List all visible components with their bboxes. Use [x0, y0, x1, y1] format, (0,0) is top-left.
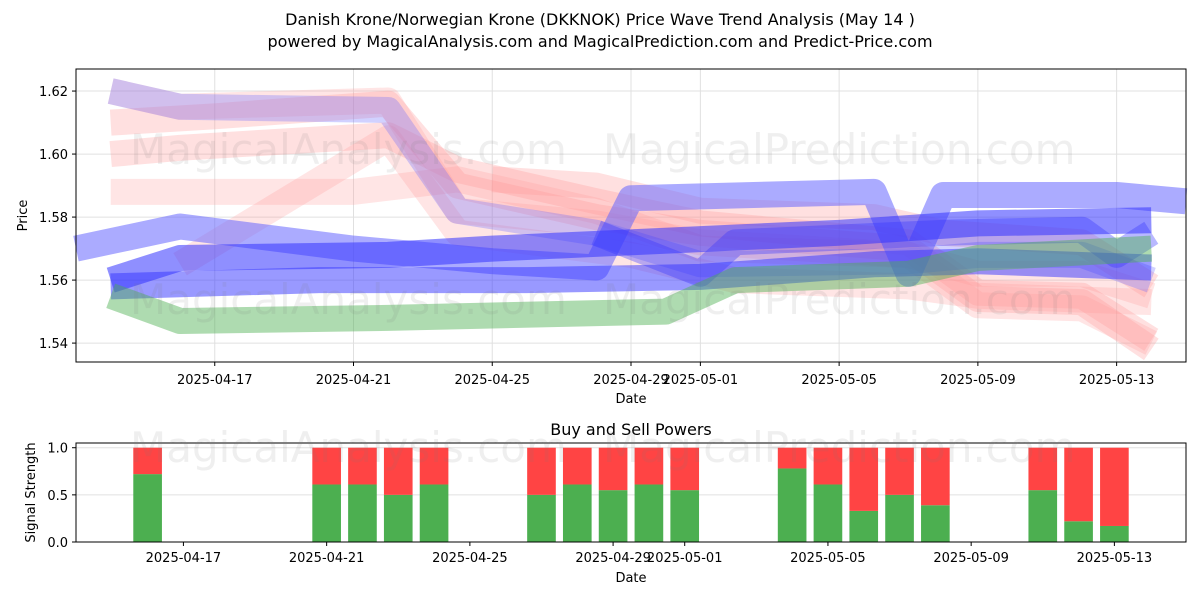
price-y-tick-label: 1.56 — [39, 274, 68, 289]
sell-bar — [634, 447, 664, 485]
price-x-tick-label: 2025-05-09 — [940, 373, 1016, 388]
sell-bar — [133, 447, 162, 475]
signal-x-axis-label: Date — [615, 571, 646, 586]
sell-bar — [885, 447, 914, 495]
price-wave-band-12 — [106, 235, 1153, 334]
buy-bar — [527, 494, 556, 542]
price-wave-band-10 — [110, 248, 1152, 300]
price-y-axis-label: Price — [16, 200, 31, 232]
buy-bar — [813, 484, 843, 542]
price-y-tick-label: 1.58 — [39, 211, 68, 226]
price-x-tick-label: 2025-04-21 — [316, 373, 392, 388]
buy-bar — [885, 494, 914, 542]
signal-x-tick-label: 2025-05-05 — [790, 551, 866, 566]
sell-bar — [598, 447, 628, 491]
watermark-analysis-mid: MagicalAnalysis.com — [130, 275, 567, 324]
sell-bar — [312, 447, 341, 485]
signal-y-tick-label: 0.0 — [47, 536, 68, 551]
buy-bar — [598, 490, 628, 542]
signal-x-tick-label: 2025-05-09 — [933, 551, 1009, 566]
watermark-analysis-top: MagicalAnalysis.com — [130, 125, 567, 174]
chart-subtitle: powered by MagicalAnalysis.com and Magic… — [267, 32, 933, 51]
price-y-tick-label: 1.54 — [39, 337, 68, 352]
sell-bar — [419, 447, 449, 485]
sell-bar — [348, 447, 377, 485]
price-x-tick-label: 2025-04-29 — [593, 373, 669, 388]
buy-bar — [1100, 525, 1129, 542]
price-y-tick-label: 1.62 — [39, 85, 68, 100]
signal-x-tick-label: 2025-04-25 — [432, 551, 508, 566]
price-x-tick-label: 2025-04-17 — [177, 373, 253, 388]
buy-bar — [849, 510, 879, 542]
buy-bar — [921, 505, 950, 542]
price-wave-band-9 — [106, 207, 1152, 293]
signal-y-tick-label: 0.5 — [47, 489, 68, 504]
buy-bar — [419, 484, 449, 542]
sell-bar — [1028, 447, 1058, 491]
buy-bar — [634, 484, 664, 542]
buy-bar — [562, 484, 592, 542]
buy-bar — [133, 474, 162, 542]
buy-bar — [383, 494, 413, 542]
signal-chart-title: Buy and Sell Powers — [550, 420, 712, 439]
signal-x-tick-label: 2025-04-17 — [146, 551, 222, 566]
buy-bar — [312, 484, 341, 542]
sell-bar — [777, 447, 807, 469]
signal-x-tick-label: 2025-04-21 — [289, 551, 365, 566]
signal-plot-area — [76, 443, 1186, 542]
signal-y-axis-label: Signal Strength — [24, 442, 39, 542]
buy-bar — [1064, 521, 1093, 542]
signal-x-tick-label: 2025-05-13 — [1077, 551, 1153, 566]
buy-bar — [1028, 490, 1058, 542]
watermark-prediction-mid: MagicalPrediction.com — [603, 275, 1076, 324]
sell-bar — [921, 447, 950, 506]
sell-bar — [1100, 447, 1129, 526]
watermark-prediction-top: MagicalPrediction.com — [603, 125, 1076, 174]
price-x-tick-label: 2025-05-01 — [663, 373, 739, 388]
signal-plot-frame — [75, 442, 1187, 543]
sell-bar — [527, 447, 556, 495]
sell-bar — [670, 447, 700, 491]
price-y-tick-label: 1.60 — [39, 148, 68, 163]
sell-bar — [562, 447, 592, 485]
price-x-tick-label: 2025-05-13 — [1079, 373, 1155, 388]
price-x-tick-label: 2025-04-25 — [454, 373, 530, 388]
buy-bar — [777, 468, 807, 542]
buy-bar — [670, 490, 700, 542]
price-wave-band-2 — [109, 90, 1159, 361]
sell-bar — [1064, 447, 1093, 522]
price-x-axis-label: Date — [615, 392, 646, 407]
watermark-prediction-bottom: MagicalPrediction.com — [603, 423, 1076, 472]
signal-x-tick-label: 2025-04-29 — [575, 551, 651, 566]
price-wave-band-8 — [73, 178, 1188, 287]
buy-bar — [348, 484, 377, 542]
signal-y-tick-label: 1.0 — [47, 442, 68, 457]
price-x-tick-label: 2025-05-05 — [801, 373, 877, 388]
chart-title: Danish Krone/Norwegian Krone (DKKNOK) Pr… — [285, 10, 915, 29]
sell-bar — [849, 447, 879, 511]
signal-x-tick-label: 2025-05-01 — [647, 551, 723, 566]
watermark-analysis-bottom: MagicalAnalysis.com — [130, 423, 567, 472]
price-wave-band-11 — [591, 216, 1159, 287]
sell-bar — [383, 447, 413, 495]
sell-bar — [813, 447, 843, 485]
price-wave-band-3 — [109, 122, 1159, 351]
